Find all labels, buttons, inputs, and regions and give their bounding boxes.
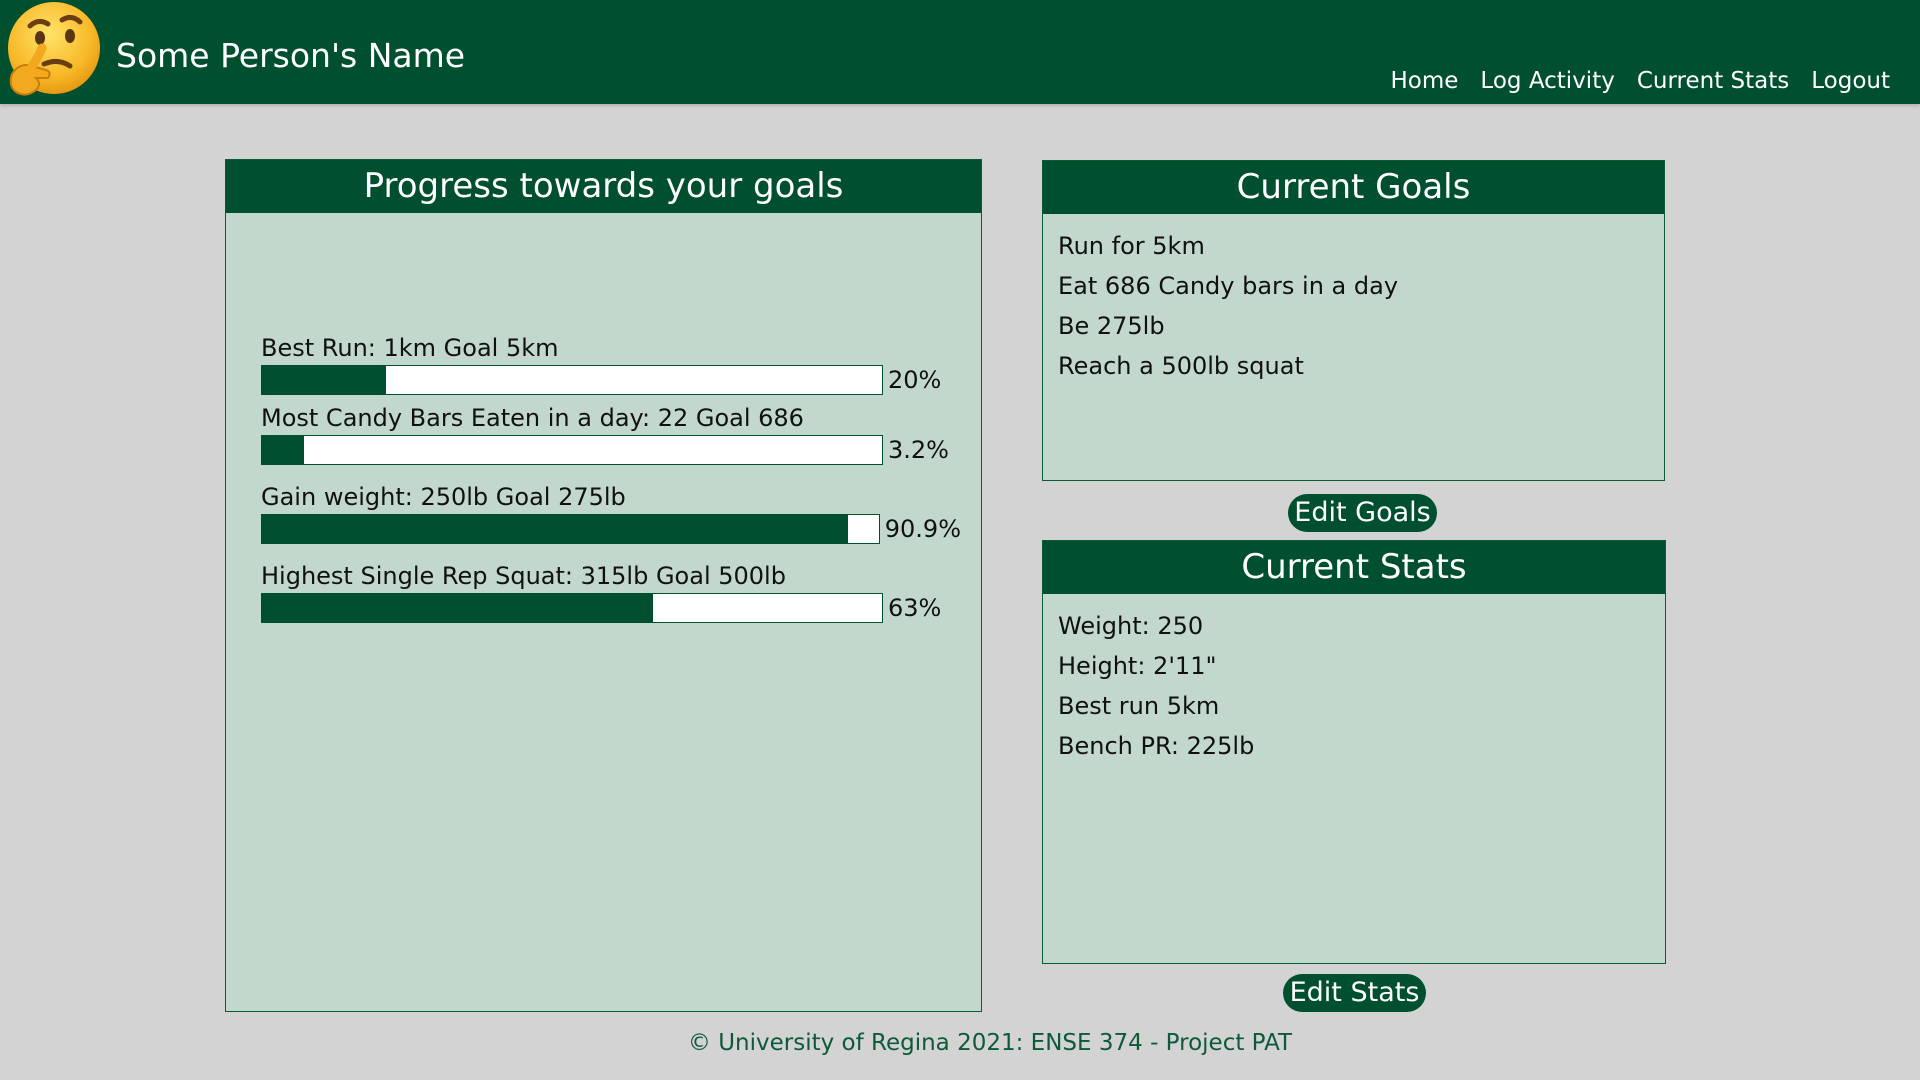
progress-bar xyxy=(261,365,883,395)
current-stats-panel: Current Stats Weight: 250 Height: 2'11" … xyxy=(1042,540,1666,964)
edit-stats-button[interactable]: Edit Stats xyxy=(1283,974,1426,1012)
progress-item: Most Candy Bars Eaten in a day: 22 Goal … xyxy=(261,403,961,465)
progress-bar xyxy=(261,593,883,623)
goals-list: Run for 5km Eat 686 Candy bars in a day … xyxy=(1043,214,1664,398)
progress-bar-fill xyxy=(262,594,653,622)
stat-item: Height: 2'11" xyxy=(1058,652,1217,680)
progress-item-label: Most Candy Bars Eaten in a day: 22 Goal … xyxy=(261,404,804,432)
goal-item: Be 275lb xyxy=(1058,312,1165,340)
stat-item: Best run 5km xyxy=(1058,692,1220,720)
progress-bar-fill xyxy=(262,366,386,394)
progress-percent: 63% xyxy=(888,594,942,622)
progress-panel: Progress towards your goals Best Run: 1k… xyxy=(225,159,982,1012)
progress-panel-title: Progress towards your goals xyxy=(226,160,981,213)
goal-item: Reach a 500lb squat xyxy=(1058,352,1304,380)
nav-log-activity-link[interactable]: Log Activity xyxy=(1480,68,1615,94)
stat-item: Weight: 250 xyxy=(1058,612,1204,640)
progress-bar xyxy=(261,435,883,465)
current-goals-title: Current Goals xyxy=(1043,161,1664,214)
footer-copyright: © University of Regina 2021: ENSE 374 - … xyxy=(687,1030,1293,1056)
user-name: Some Person's Name xyxy=(116,36,466,75)
top-navbar: Some Person's Name Home Log Activity Cur… xyxy=(0,0,1920,104)
current-stats-title: Current Stats xyxy=(1043,541,1665,594)
progress-bar xyxy=(261,514,880,544)
goal-item: Run for 5km xyxy=(1058,232,1205,260)
nav-current-stats-link[interactable]: Current Stats xyxy=(1636,68,1790,94)
progress-item: Highest Single Rep Squat: 315lb Goal 500… xyxy=(261,561,961,623)
edit-goals-button[interactable]: Edit Goals xyxy=(1288,494,1437,532)
nav-home-link[interactable]: Home xyxy=(1390,68,1459,94)
current-goals-panel: Current Goals Run for 5km Eat 686 Candy … xyxy=(1042,160,1665,481)
progress-bar-fill xyxy=(262,515,848,543)
progress-percent: 20% xyxy=(888,366,942,394)
goal-item: Eat 686 Candy bars in a day xyxy=(1058,272,1399,300)
progress-item: Gain weight: 250lb Goal 275lb 90.9% xyxy=(261,482,961,544)
progress-item-label: Highest Single Rep Squat: 315lb Goal 500… xyxy=(261,562,786,590)
nav-logout-link[interactable]: Logout xyxy=(1811,68,1890,94)
thinking-face-emoji-icon xyxy=(8,2,100,96)
progress-percent: 3.2% xyxy=(888,436,949,464)
main-nav: Home Log Activity Current Stats Logout xyxy=(1391,68,1891,94)
stats-list: Weight: 250 Height: 2'11" Best run 5km B… xyxy=(1043,594,1665,778)
progress-percent: 90.9% xyxy=(884,515,961,543)
progress-item-label: Gain weight: 250lb Goal 275lb xyxy=(261,483,626,511)
progress-bar-fill xyxy=(262,436,305,464)
stat-item: Bench PR: 225lb xyxy=(1058,732,1255,760)
progress-item-label: Best Run: 1km Goal 5km xyxy=(261,334,559,362)
progress-item: Best Run: 1km Goal 5km 20% xyxy=(261,333,961,395)
